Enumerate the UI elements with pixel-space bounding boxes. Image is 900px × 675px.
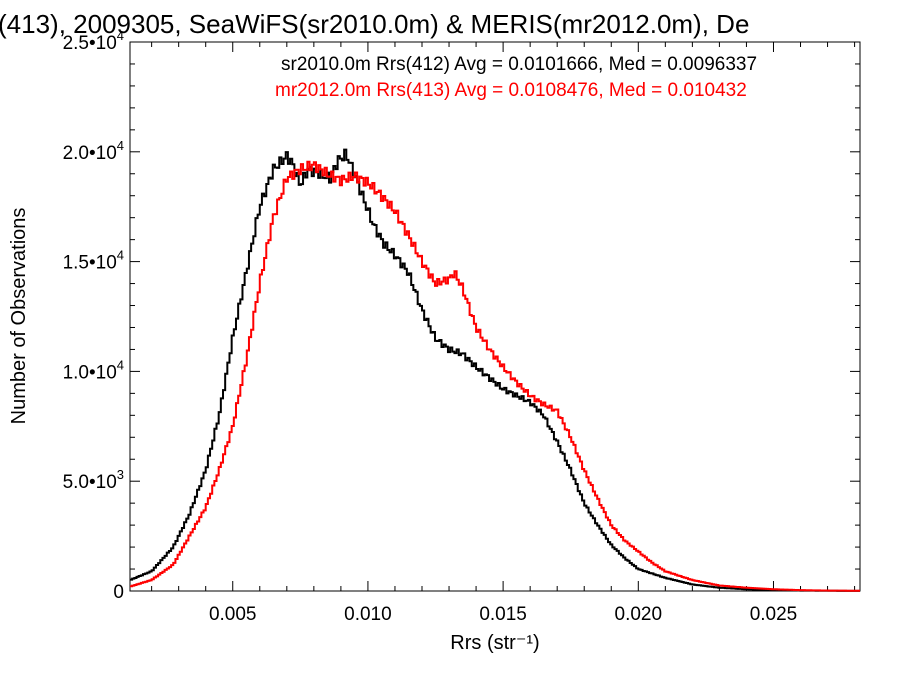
y-tick-label: 2.0•104 bbox=[63, 138, 124, 164]
legend-entry-mr2012: mr2012.0m Rrs(413) Avg = 0.0108476, Med … bbox=[275, 80, 747, 101]
x-tick-label: 0.005 bbox=[209, 604, 257, 625]
y-tick-label: 0 bbox=[113, 582, 124, 603]
x-tick-label: 0.015 bbox=[479, 604, 527, 625]
x-tick-label: 0.010 bbox=[344, 604, 392, 625]
series-line-mr2012 bbox=[130, 160, 860, 592]
legend-entry-sr2010: sr2010.0m Rrs(412) Avg = 0.0101666, Med … bbox=[281, 54, 757, 75]
x-tick-label: 0.025 bbox=[750, 604, 798, 625]
series-line-sr2010 bbox=[130, 148, 860, 592]
y-axis-title: Number of Observations bbox=[8, 208, 30, 425]
y-tick-label: 5.0•103 bbox=[63, 467, 124, 493]
y-tick-label: 1.5•104 bbox=[63, 248, 124, 274]
series-layer bbox=[130, 148, 860, 592]
axis-ticks: 0.005 0.010 0.015 0.020 0.025 0 5.0•103 1.0•104… bbox=[63, 28, 860, 625]
y-tick-label: 1.0•104 bbox=[63, 357, 124, 383]
y-tick-label: 2.5•104 bbox=[63, 28, 124, 54]
chart-title: (413), 2009305, SeaWiFS(sr2010.0m) & MER… bbox=[0, 9, 749, 39]
x-axis-title: Rrs (str⁻¹) bbox=[450, 632, 539, 654]
x-tick-label: 0.020 bbox=[615, 604, 663, 625]
plot-frame bbox=[129, 41, 861, 592]
